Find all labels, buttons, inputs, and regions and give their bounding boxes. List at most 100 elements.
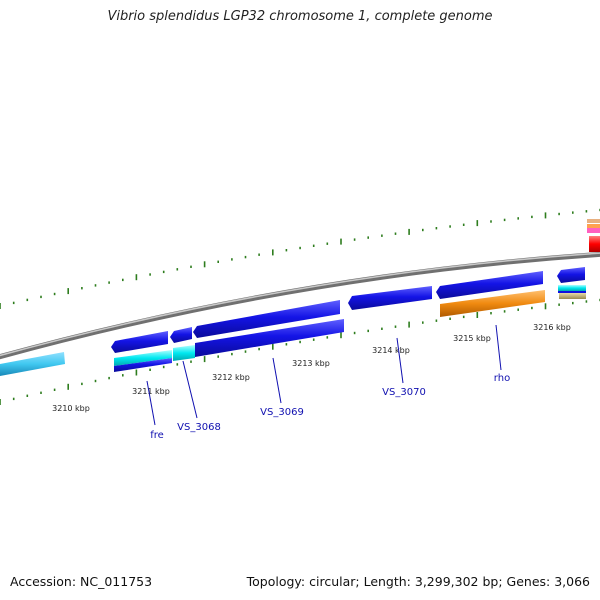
- lower-row-minor-tick: [312, 338, 315, 341]
- lower-row-minor-tick: [12, 397, 15, 401]
- lower-row-minor-tick: [108, 376, 110, 380]
- callout-line-vs3070: [396, 337, 404, 384]
- gene-fre-forward: [111, 331, 168, 353]
- upper-row-minor-tick: [149, 273, 151, 276]
- callout-line-rho: [495, 324, 502, 371]
- upper-row-minor-tick: [244, 255, 247, 259]
- gene-right-forward: [557, 267, 585, 283]
- lower-row-major-tick: [67, 383, 69, 390]
- lower-row-minor-tick: [435, 319, 438, 322]
- accession-text: Accession: NC_011753: [10, 574, 153, 589]
- upper-row-minor-tick: [81, 287, 83, 290]
- lower-row-minor-tick: [40, 391, 42, 394]
- lower-row-minor-tick: [122, 374, 124, 377]
- lower-row-minor-tick: [394, 325, 397, 328]
- reverse-strand-genes: [0, 285, 586, 376]
- lower-row-major-tick: [203, 356, 206, 363]
- upper-row-major-tick: [408, 228, 410, 235]
- lower-row-minor-tick: [585, 300, 588, 303]
- gene-vs3069-forward: [193, 300, 340, 338]
- gene-labels: fre VS_3068 VS_3069 VS_3070 rho: [150, 373, 510, 441]
- lower-row-minor-tick: [462, 315, 465, 319]
- upper-row-minor-tick: [422, 228, 424, 232]
- upper-row-minor-tick: [53, 292, 56, 296]
- upper-row-minor-tick: [122, 278, 124, 282]
- upper-row-major-tick: [340, 238, 342, 245]
- kbp-labels: 3210 kbp 3211 kbp 3212 kbp 3213 kbp 3214…: [52, 323, 571, 413]
- gene-label-fre: fre: [150, 430, 164, 441]
- upper-row-minor-tick: [285, 249, 288, 252]
- kbp-label-3210: 3210 kbp: [52, 404, 90, 413]
- upper-row-major-tick: [0, 303, 1, 309]
- gene-rho-forward: [436, 271, 543, 299]
- upper-row-minor-tick: [162, 270, 165, 274]
- lower-row-minor-tick: [517, 308, 519, 311]
- gene-red-edge: [589, 236, 600, 252]
- gene-right-tan: [559, 293, 586, 299]
- upper-row-minor-tick: [26, 298, 29, 302]
- lower-row-minor-tick: [299, 340, 301, 344]
- lower-row-minor-tick: [149, 368, 151, 371]
- lower-row-minor-tick: [285, 343, 288, 346]
- kbp-label-3214: 3214 kbp: [372, 346, 410, 355]
- gene-callout-lines: [146, 324, 502, 426]
- lower-row-minor-tick: [490, 312, 492, 315]
- upper-row-minor-tick: [326, 242, 329, 245]
- upper-row-major-tick: [272, 249, 274, 256]
- lower-row-minor-tick: [176, 363, 179, 366]
- lower-row-minor-tick: [26, 394, 29, 397]
- upper-row-minor-tick: [462, 223, 465, 226]
- upper-row-major-tick: [135, 274, 138, 281]
- upper-row-minor-tick: [394, 232, 397, 235]
- backbone: [0, 251, 600, 360]
- gene-vs3068-lower: [173, 345, 195, 361]
- upper-row-minor-tick: [40, 295, 42, 299]
- upper-row-minor-tick: [353, 238, 356, 241]
- kbp-label-3215: 3215 kbp: [453, 334, 491, 343]
- gene-label-rho: rho: [494, 373, 510, 384]
- upper-row-minor-tick: [312, 244, 315, 247]
- lower-row-minor-tick: [81, 382, 83, 386]
- genome-summary-text: Topology: circular; Length: 3,299,302 bp…: [246, 574, 590, 589]
- lower-row-minor-tick: [326, 336, 329, 339]
- gene-vs3068-forward: [170, 327, 192, 343]
- gene-vs3069-lower: [195, 319, 344, 357]
- upper-row-minor-tick: [503, 218, 506, 222]
- gene-vs3070-forward: [348, 286, 432, 310]
- upper-row-minor-tick: [367, 236, 369, 239]
- gene-label-vs3070: VS_3070: [382, 387, 426, 398]
- lower-tick-row: [0, 298, 600, 405]
- callout-line-vs3069: [272, 357, 282, 404]
- lower-row-minor-tick: [353, 331, 356, 335]
- map-title: Vibrio splendidus LGP32 chromosome 1, co…: [107, 9, 493, 24]
- lower-row-major-tick: [408, 321, 410, 328]
- upper-row-minor-tick: [531, 215, 533, 219]
- upper-row-minor-tick: [258, 253, 260, 256]
- upper-row-minor-tick: [517, 217, 519, 220]
- kbp-label-3211: 3211 kbp: [132, 387, 170, 396]
- kbp-label-3212: 3212 kbp: [212, 373, 250, 382]
- kbp-label-3216: 3216 kbp: [533, 323, 571, 332]
- upper-row-minor-tick: [558, 212, 560, 216]
- lower-row-minor-tick: [258, 347, 260, 351]
- lower-row-minor-tick: [190, 360, 192, 363]
- kbp-label-3213: 3213 kbp: [292, 359, 330, 368]
- lower-row-major-tick: [135, 369, 138, 376]
- upper-row-minor-tick: [176, 268, 179, 271]
- lower-row-minor-tick: [162, 365, 165, 369]
- lower-row-major-tick: [476, 312, 479, 318]
- lower-row-minor-tick: [422, 321, 424, 324]
- upper-row-minor-tick: [94, 284, 97, 287]
- upper-row-minor-tick: [449, 225, 451, 228]
- gene-fre-lower: [114, 350, 172, 366]
- upper-row-minor-tick: [12, 301, 15, 305]
- upper-row-minor-tick: [572, 211, 574, 214]
- lower-row-minor-tick: [449, 317, 451, 320]
- upper-row-minor-tick: [381, 234, 383, 237]
- upper-row-minor-tick: [490, 220, 492, 223]
- lower-row-minor-tick: [531, 306, 533, 310]
- gene-left-lightblue: [0, 352, 65, 376]
- lower-row-minor-tick: [367, 329, 369, 333]
- gene-fre-lower-blue: [114, 358, 172, 372]
